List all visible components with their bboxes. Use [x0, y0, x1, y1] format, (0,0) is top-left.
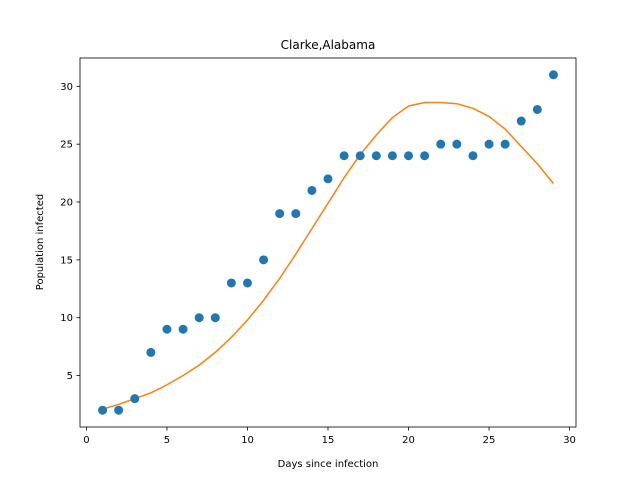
chart-title: Clarke,Alabama — [281, 38, 376, 52]
data-point — [114, 405, 124, 415]
x-tick-label: 20 — [402, 435, 415, 446]
data-point — [387, 151, 397, 161]
data-point — [210, 313, 220, 323]
x-tick-label: 25 — [483, 435, 496, 446]
x-tick-label: 30 — [563, 435, 576, 446]
x-tick-label: 15 — [322, 435, 335, 446]
data-point — [468, 151, 478, 161]
data-point — [275, 209, 285, 219]
data-point — [194, 313, 204, 323]
fitted-curve — [102, 101, 555, 410]
y-axis: 5 10 15 20 25 30 — [60, 82, 80, 382]
y-tick-label: 10 — [60, 313, 73, 324]
data-point — [355, 151, 365, 161]
y-tick-label: 30 — [60, 82, 73, 93]
x-tick-label: 5 — [164, 435, 170, 446]
data-point — [436, 139, 446, 149]
data-point — [452, 139, 462, 149]
y-tick-label: 15 — [60, 255, 73, 266]
data-point — [548, 70, 558, 80]
y-tick-label: 20 — [60, 198, 73, 209]
data-point — [371, 151, 381, 161]
data-point — [307, 185, 317, 195]
data-point — [162, 324, 172, 334]
data-points-layer — [98, 70, 558, 415]
data-point — [259, 255, 269, 265]
y-axis-label: Population infected — [35, 194, 46, 290]
fitted-curve-layer — [102, 101, 555, 410]
data-point — [484, 139, 494, 149]
x-tick-label: 10 — [241, 435, 254, 446]
data-point — [323, 174, 333, 184]
data-point — [130, 394, 140, 404]
data-point — [339, 151, 349, 161]
data-point — [226, 278, 236, 288]
data-point — [291, 209, 301, 219]
data-point — [98, 405, 108, 415]
x-axis: 0 5 10 15 20 25 30 — [83, 427, 576, 446]
data-point — [516, 116, 526, 126]
y-tick-label: 25 — [60, 140, 73, 151]
x-tick-label: 0 — [83, 435, 89, 446]
data-point — [404, 151, 414, 161]
data-point — [146, 347, 156, 357]
x-axis-label: Days since infection — [278, 459, 379, 470]
data-point — [420, 151, 430, 161]
data-point — [242, 278, 252, 288]
y-tick-label: 5 — [67, 371, 73, 382]
data-point — [532, 104, 542, 114]
data-point — [500, 139, 510, 149]
data-point — [178, 324, 188, 334]
